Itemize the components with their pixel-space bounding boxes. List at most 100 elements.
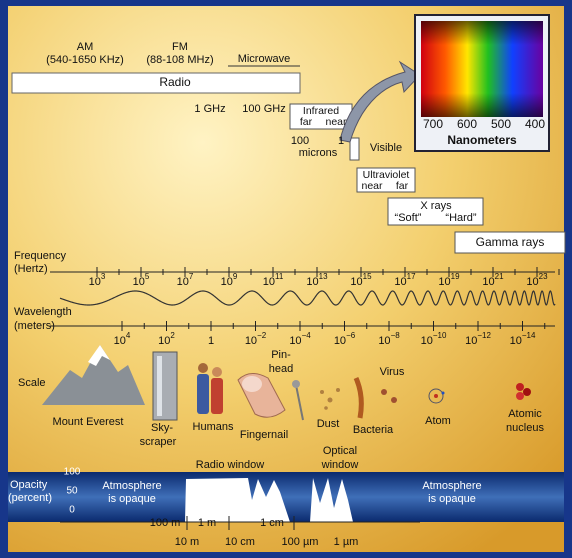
object-label: Dust — [317, 418, 340, 430]
fingernail — [242, 376, 262, 392]
tick-base: 10 — [438, 276, 450, 288]
infrared-box — [289, 103, 353, 130]
object-label: Bacteria — [353, 424, 394, 436]
label: X rays — [420, 200, 452, 212]
tick-exp: 13 — [319, 272, 328, 281]
electron — [441, 391, 445, 395]
atom-core — [434, 394, 438, 398]
tick-label: 10−2 — [245, 331, 267, 347]
pin-head — [292, 380, 300, 388]
tick-base: 1 — [208, 335, 214, 347]
virus — [381, 389, 387, 395]
nucleon — [523, 388, 531, 396]
label: 0 — [69, 505, 75, 516]
mountain-snow — [88, 345, 110, 366]
tick-base: 10 — [177, 276, 189, 288]
object-label: Fingernail — [240, 429, 288, 441]
label: (percent) — [8, 492, 52, 504]
object-label: Pin- — [271, 349, 291, 361]
tick-exp: 5 — [145, 272, 150, 281]
label: (Hertz) — [14, 263, 48, 275]
label: 100 — [291, 135, 309, 147]
label: 1 cm — [260, 517, 284, 529]
tick-base: 10 — [114, 335, 126, 347]
skyscraper-windows — [157, 356, 162, 416]
label: 50 — [66, 486, 78, 497]
tick-base: 10 — [378, 335, 390, 347]
tick-label: 109 — [221, 272, 238, 288]
label: 100 µm — [282, 536, 319, 548]
radio-window-area — [185, 478, 290, 522]
label: 100 — [64, 467, 81, 478]
tick-exp: −12 — [477, 331, 491, 340]
label: Gamma rays — [476, 235, 545, 249]
object-label: scraper — [140, 436, 177, 448]
tick-label: 10−10 — [421, 331, 447, 347]
bacterium — [353, 376, 364, 419]
labels: AM(540-1650 KHz) FM(88-108 MHz) Microwave R… — [8, 41, 548, 548]
label: (meters) — [14, 320, 55, 332]
tick-exp: −14 — [522, 331, 536, 340]
nucleon — [516, 383, 524, 391]
object-label: Virus — [380, 366, 405, 378]
object-label: Atom — [425, 415, 451, 427]
tick-base: 10 — [89, 276, 101, 288]
human-body — [211, 378, 223, 414]
inset-tick: 600 — [457, 117, 477, 131]
optical-window-area — [310, 478, 353, 522]
skyscraper — [152, 351, 178, 421]
label: Microwave — [238, 53, 291, 65]
tick-label: 1023 — [526, 272, 548, 288]
tick-base: 10 — [289, 335, 301, 347]
object-label: Atomic — [508, 408, 542, 420]
label: Opacity — [10, 479, 48, 491]
label: 1 m — [198, 517, 216, 529]
tick-label: 10−4 — [289, 331, 311, 347]
tick-exp: −4 — [302, 331, 312, 340]
tick-label: 102 — [158, 331, 175, 347]
inset-tick: 400 — [525, 117, 545, 131]
mountain — [42, 345, 145, 405]
tick-label: 105 — [133, 272, 150, 288]
tick-base: 10 — [421, 335, 433, 347]
label: Atmosphere — [102, 480, 161, 492]
virus — [391, 397, 397, 403]
tick-exp: 3 — [101, 272, 106, 281]
tick-base: 10 — [526, 276, 538, 288]
tick-label: 107 — [177, 272, 194, 288]
label: 100 m — [150, 517, 181, 529]
tick-exp: 7 — [189, 272, 194, 281]
label: Visible — [370, 142, 402, 154]
label: “Soft” — [395, 212, 422, 224]
tick-base: 10 — [350, 276, 362, 288]
label: Radio window — [196, 459, 265, 471]
label: 1 µm — [334, 536, 359, 548]
tick-exp: 17 — [407, 272, 416, 281]
ultraviolet-box — [356, 167, 416, 193]
label: is opaque — [428, 493, 476, 505]
label: window — [321, 459, 359, 471]
tick-base: 10 — [263, 276, 275, 288]
tick-label: 1021 — [482, 272, 504, 288]
tick-exp: 2 — [170, 331, 175, 340]
label: FM — [172, 41, 188, 53]
tick-base: 10 — [133, 276, 145, 288]
human-body — [197, 374, 209, 414]
label: Nanometers — [447, 133, 517, 147]
tick-label: 10−14 — [510, 331, 536, 347]
human-head — [198, 363, 208, 373]
label: 100 GHz — [242, 103, 285, 115]
dust — [320, 390, 324, 394]
label: AM — [77, 41, 94, 53]
label: (88-108 MHz) — [146, 54, 213, 66]
tick-label: 10−6 — [334, 331, 356, 347]
label: near — [361, 180, 383, 192]
tick-exp: 15 — [363, 272, 372, 281]
label: Infrared — [303, 105, 339, 117]
label: “Hard” — [445, 212, 477, 224]
tick-exp: 11 — [275, 272, 284, 281]
tick-label: 10−12 — [465, 331, 491, 347]
label: Optical — [323, 445, 357, 457]
tick-label: 1011 — [263, 272, 284, 288]
tick-exp: −10 — [433, 331, 447, 340]
